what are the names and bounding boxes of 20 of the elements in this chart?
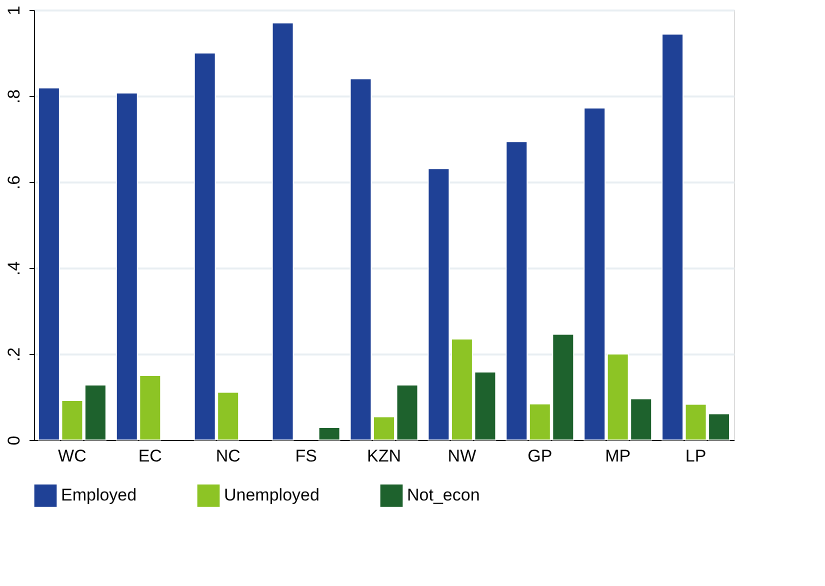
- y-tick-label: .8: [4, 89, 24, 104]
- x-tick-label: KZN: [367, 446, 401, 466]
- y-tick-label: .6: [4, 175, 24, 190]
- x-tick-label: GP: [528, 446, 552, 466]
- bar: [272, 22, 294, 440]
- bar: [318, 427, 340, 440]
- x-tick-label: WC: [58, 446, 86, 466]
- x-tick-label: NC: [216, 446, 240, 466]
- legend-label: Not_econ: [407, 486, 480, 505]
- legend-label: Unemployed: [224, 486, 320, 505]
- y-tick-label: .2: [4, 347, 24, 362]
- y-tick-label: 1: [4, 6, 24, 16]
- y-tick-label: .4: [4, 261, 24, 276]
- x-tick-label: EC: [138, 446, 162, 466]
- y-tick-label: 0: [4, 436, 24, 446]
- x-tick-label: MP: [605, 446, 631, 466]
- x-tick-label: FS: [295, 446, 317, 466]
- x-tick-label: NW: [448, 446, 476, 466]
- x-tick-label: LP: [685, 446, 706, 466]
- legend-label: Employed: [61, 486, 137, 505]
